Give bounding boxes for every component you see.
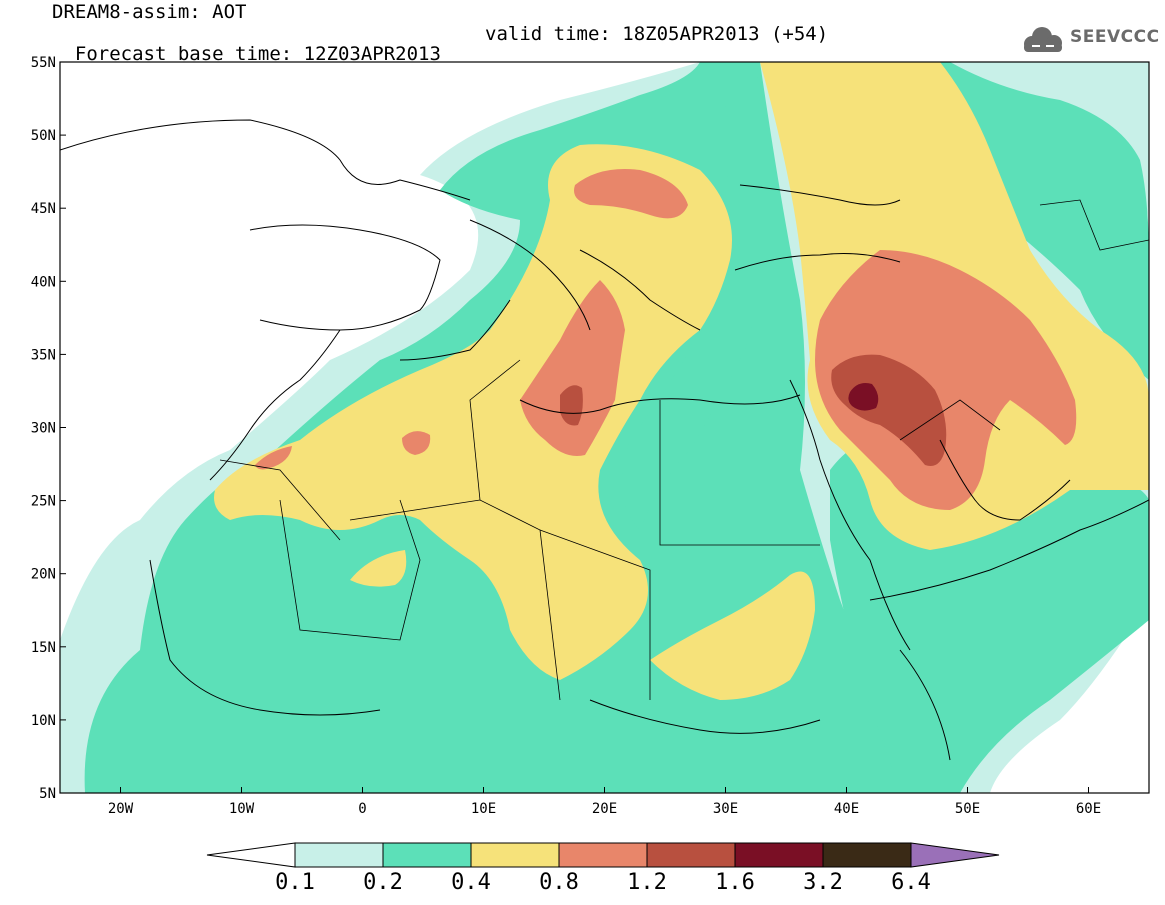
colorbar-label: 0.1 <box>275 870 315 895</box>
colorbar: 0.1 0.2 0.4 0.8 1.2 1.6 3.2 6.4 <box>206 842 1000 895</box>
colorbar-label: 1.6 <box>715 870 755 895</box>
chart-title: DREAM8-assim: AOT <box>52 1 247 23</box>
lat-tick-label: 30N <box>31 421 56 437</box>
logo <box>1024 27 1062 52</box>
aot-level-5-region <box>560 354 947 466</box>
lat-tick-label: 15N <box>31 640 56 656</box>
lon-tick-label: 10E <box>471 801 496 817</box>
longitude-axis: 20W 10W 0 10E 20E 30E 40E 50E 60E <box>108 787 1101 817</box>
lat-tick-label: 25N <box>31 494 56 510</box>
colorbar-swatch <box>470 842 560 868</box>
colorbar-label: 0.8 <box>539 870 579 895</box>
lon-tick-label: 0 <box>358 801 366 817</box>
lat-tick-label: 10N <box>31 713 56 729</box>
colorbar-swatch <box>646 842 736 868</box>
aot-level-6-region <box>848 383 879 411</box>
lat-tick-label: 45N <box>31 201 56 217</box>
colorbar-label: 3.2 <box>803 870 843 895</box>
colorbar-swatch <box>734 842 824 868</box>
latitude-axis: 55N 50N 45N 40N 35N 30N 25N 20N 15N 10N 5N <box>31 55 66 802</box>
lat-tick-label: 40N <box>31 274 56 290</box>
base-time-text: Forecast base time: 12Z03APR2013 <box>74 43 441 65</box>
coastlines <box>60 119 1149 761</box>
lon-tick-label: 20W <box>108 801 134 817</box>
lon-tick-label: 60E <box>1076 801 1101 817</box>
colorbar-swatch <box>822 842 912 868</box>
lon-tick-label: 10W <box>229 801 255 817</box>
aot-level-4-region <box>255 169 1077 510</box>
country-borders <box>219 199 1149 701</box>
lat-tick-label: 20N <box>31 567 56 583</box>
colorbar-label: 0.2 <box>363 870 403 895</box>
colorbar-swatch <box>558 842 648 868</box>
colorbar-label: 0.4 <box>451 870 491 895</box>
colorbar-swatch <box>294 842 384 868</box>
forecast-base-time: Forecast base time: 12Z03APR2013 valid t… <box>52 24 828 84</box>
aot-field <box>60 62 1149 793</box>
lon-tick-label: 40E <box>834 801 859 817</box>
colorbar-upper-arrow <box>910 842 1000 868</box>
logo-text: SEEVCCC <box>1070 27 1160 47</box>
lat-tick-label: 5N <box>39 786 56 802</box>
colorbar-lower-arrow <box>206 842 296 868</box>
lat-tick-label: 55N <box>31 55 56 71</box>
valid-time-text: valid time: 18Z05APR2013 (+54) <box>485 23 829 45</box>
colorbar-label: 6.4 <box>891 870 931 895</box>
lat-tick-label: 50N <box>31 128 56 144</box>
lat-tick-label: 35N <box>31 347 56 363</box>
colorbar-swatch <box>382 842 472 868</box>
lon-tick-label: 50E <box>955 801 980 817</box>
lon-tick-label: 30E <box>713 801 738 817</box>
colorbar-label: 1.2 <box>627 870 667 895</box>
lon-tick-label: 20E <box>592 801 617 817</box>
